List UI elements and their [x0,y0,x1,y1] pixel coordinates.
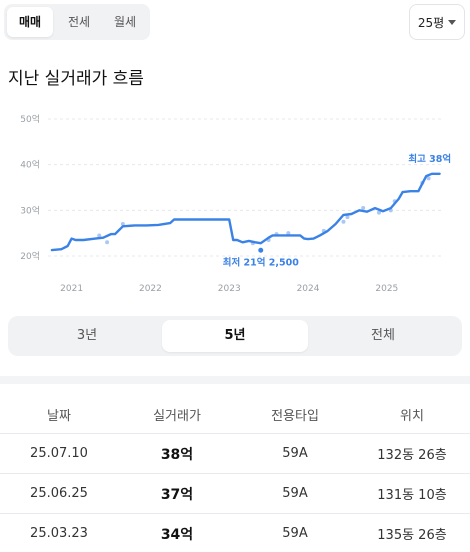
row-date: 25.06.25 [30,486,88,501]
chart-point [426,176,431,181]
y-tick-label: 20억 [20,250,40,262]
row-date: 25.03.23 [30,526,88,541]
x-tick-label: 2023 [218,284,241,294]
y-tick-label: 50억 [20,113,40,125]
period-3y-button[interactable]: 3년 [76,328,98,343]
table-row[interactable]: 25.06.25 37억 59A 131동 10층 [0,474,470,514]
period-all-button[interactable]: 전체 [371,328,395,343]
header-price: 실거래가 [153,409,201,424]
chart-point [97,233,102,238]
period-5y-button[interactable]: 5년 [162,320,308,352]
x-tick-label: 2025 [375,284,398,294]
chart-point [345,215,350,220]
size-select-value: 25평 [417,15,445,30]
x-tick-label: 2024 [297,284,320,294]
section-divider [0,376,470,384]
chart-point [341,219,346,224]
chart-point [376,210,381,215]
row-type: 59A [282,526,308,541]
row-location: 132동 26층 [377,448,447,463]
min-annotation: 최저 21억 2,500 [223,256,299,268]
header-date: 날짜 [47,409,71,424]
price-trend-chart: 20억 30억 40억 50억 2021 2022 2023 2024 2025 최고 38억최저… [20,113,451,294]
chart-point [286,231,291,236]
y-tick-label: 40억 [20,159,40,171]
min-marker [258,247,264,253]
row-price: 37억 [160,486,194,503]
row-location: 135동 26층 [377,528,447,543]
table-row[interactable]: 25.07.10 38억 59A 132동 26층 [0,434,470,474]
row-type: 59A [282,446,308,461]
table-header-row: 날짜 실거래가 전용타입 위치 [0,396,470,434]
size-select[interactable]: 25평 [409,4,465,40]
chart-point [105,240,110,245]
section-title: 지난 실거래가 흐름 [8,69,144,89]
header-location: 위치 [400,409,424,424]
row-price: 34억 [160,526,194,543]
tab-sale[interactable]: 매매 [7,7,53,37]
chevron-down-icon [448,19,457,25]
row-type: 59A [282,486,308,501]
header-type: 전용타입 [271,409,319,424]
y-tick-label: 30억 [20,204,40,216]
x-tick-label: 2022 [139,284,162,294]
row-date: 25.07.10 [30,446,88,461]
price-line [50,172,441,252]
row-price: 38억 [160,446,194,463]
tab-monthly-rent[interactable]: 월세 [113,15,137,29]
tab-jeonse[interactable]: 전세 [67,15,91,29]
max-annotation: 최고 38억 [408,153,451,165]
transaction-table: 날짜 실거래가 전용타입 위치 25.07.10 38억 59A 132동 26… [0,396,470,552]
table-row[interactable]: 25.03.23 34억 59A 135동 26층 [0,514,470,552]
period-tabs: 3년 5년 전체 [8,316,462,356]
row-location: 131동 10층 [377,488,447,503]
deal-type-tabs: 매매 전세 월세 [4,4,150,40]
chart-point [361,206,366,211]
x-tick-label: 2021 [60,284,83,294]
